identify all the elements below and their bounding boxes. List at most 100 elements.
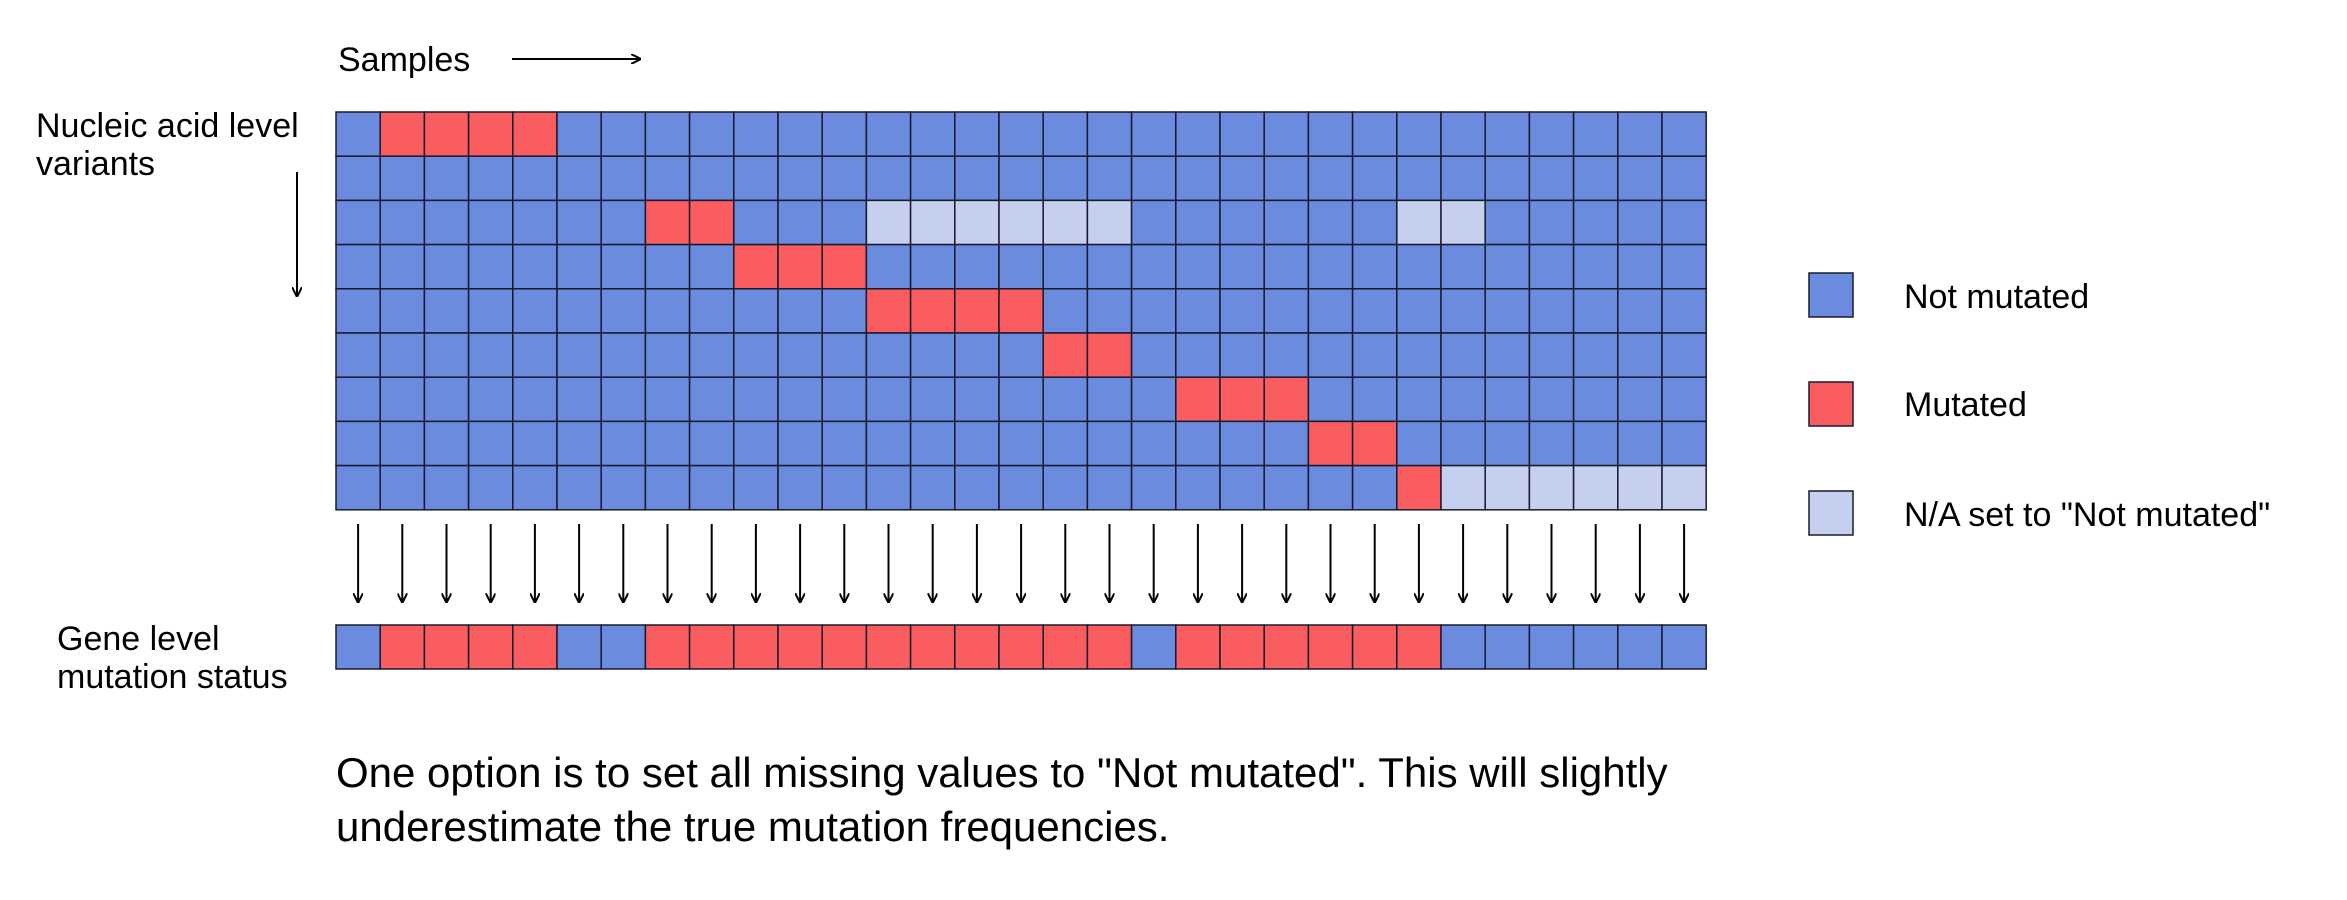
caption: One option is to set all missing values … — [336, 746, 1836, 854]
legend — [1808, 272, 1854, 536]
gene-cell — [600, 624, 647, 670]
matrix-cell — [423, 155, 470, 202]
matrix-cell — [335, 420, 381, 467]
matrix-cell — [954, 288, 1000, 334]
matrix-cell — [821, 155, 868, 202]
matrix-cell — [1617, 332, 1663, 378]
matrix-cell — [1396, 199, 1442, 246]
matrix-cell — [821, 376, 868, 423]
matrix-cell — [865, 288, 912, 334]
matrix-cell — [777, 376, 823, 423]
matrix-cell — [467, 288, 514, 334]
matrix-cell — [1175, 376, 1221, 423]
matrix-cell — [821, 111, 868, 157]
matrix-cell — [1572, 155, 1619, 202]
matrix-cell — [865, 199, 912, 246]
matrix-cell — [1086, 199, 1133, 246]
matrix-cell — [1661, 464, 1707, 511]
matrix-cell — [600, 155, 647, 202]
matrix-cell — [1042, 111, 1089, 157]
matrix-cell — [688, 288, 735, 334]
matrix-cell — [1528, 332, 1575, 378]
legend-swatch-mutated — [1808, 381, 1854, 427]
matrix-cell — [1219, 199, 1265, 246]
matrix-cell — [1617, 243, 1663, 290]
matrix-cell — [1307, 111, 1354, 157]
matrix-cell — [1440, 376, 1486, 423]
matrix-cell — [644, 288, 691, 334]
matrix-cell — [865, 243, 912, 290]
matrix-cell — [1175, 111, 1221, 157]
matrix-cell — [954, 464, 1000, 511]
matrix-cell — [379, 199, 426, 246]
matrix-cell — [954, 111, 1000, 157]
matrix-cell — [1130, 464, 1177, 511]
matrix-cell — [600, 288, 647, 334]
matrix-cell — [1263, 288, 1310, 334]
gene-cell — [777, 624, 823, 670]
matrix-cell — [821, 464, 868, 511]
matrix-cell — [1086, 111, 1133, 157]
legend-swatch-not_mutated — [1808, 272, 1854, 318]
matrix-cell — [335, 288, 381, 334]
matrix-cell — [1042, 420, 1089, 467]
matrix-cell — [998, 420, 1044, 467]
matrix-cell — [1440, 111, 1486, 157]
gene-label-line2: mutation status — [57, 658, 288, 696]
matrix-cell — [1042, 199, 1089, 246]
matrix-cell — [909, 464, 956, 511]
matrix-cell — [777, 288, 823, 334]
caption-line-1: One option is to set all missing values … — [336, 749, 1668, 796]
matrix-cell — [865, 464, 912, 511]
matrix-cell — [423, 288, 470, 334]
matrix-cell — [644, 243, 691, 290]
matrix-cell — [335, 464, 381, 511]
matrix-cell — [556, 332, 602, 378]
gene-cell — [1617, 624, 1663, 670]
matrix-cell — [1528, 376, 1575, 423]
matrix-cell — [512, 243, 558, 290]
legend-swatch-na — [1808, 490, 1854, 536]
matrix-cell — [1219, 111, 1265, 157]
matrix-cell — [1484, 376, 1531, 423]
collapse-arrows — [358, 524, 1684, 602]
matrix-cell — [600, 464, 647, 511]
matrix-cell — [688, 332, 735, 378]
matrix-cell — [733, 199, 779, 246]
matrix-cell — [909, 288, 956, 334]
matrix-cell — [1219, 420, 1265, 467]
matrix-cell — [733, 464, 779, 511]
matrix-cell — [998, 243, 1044, 290]
matrix-cell — [1307, 376, 1354, 423]
matrix-cell — [1130, 243, 1177, 290]
matrix-cell — [1484, 288, 1531, 334]
matrix-cell — [1572, 243, 1619, 290]
matrix-cell — [1617, 111, 1663, 157]
gene-cell — [1440, 624, 1486, 670]
matrix-cell — [512, 420, 558, 467]
matrix-cell — [1396, 332, 1442, 378]
matrix-cell — [423, 243, 470, 290]
matrix-cell — [1572, 111, 1619, 157]
variant-matrix — [335, 111, 1707, 511]
matrix-cell — [1661, 332, 1707, 378]
matrix-cell — [644, 464, 691, 511]
matrix-cell — [644, 111, 691, 157]
matrix-cell — [1351, 376, 1398, 423]
matrix-cell — [1175, 288, 1221, 334]
matrix-cell — [777, 332, 823, 378]
variants-label-line2: variants — [36, 145, 156, 183]
gene-label-line1: Gene level — [57, 620, 220, 658]
matrix-cell — [1572, 376, 1619, 423]
matrix-cell — [909, 111, 956, 157]
matrix-cell — [512, 111, 558, 157]
matrix-cell — [379, 376, 426, 423]
matrix-cell — [644, 420, 691, 467]
matrix-cell — [821, 199, 868, 246]
matrix-cell — [379, 332, 426, 378]
matrix-cell — [688, 464, 735, 511]
matrix-cell — [1130, 199, 1177, 246]
matrix-cell — [909, 332, 956, 378]
matrix-cell — [379, 464, 426, 511]
matrix-cell — [467, 420, 514, 467]
